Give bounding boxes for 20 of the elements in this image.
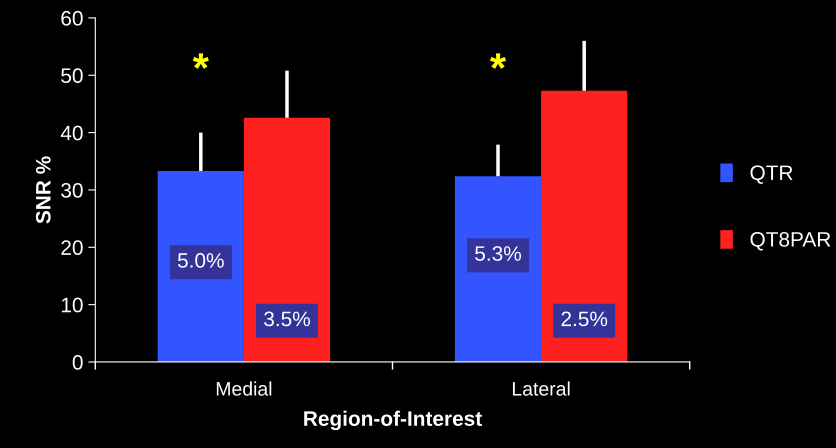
y-tick-label: 30 bbox=[61, 182, 83, 198]
legend-label: QTR bbox=[750, 165, 793, 184]
annotation: * bbox=[192, 53, 209, 69]
annotation: 5.3% bbox=[475, 246, 522, 261]
legend-label: QT8PAR bbox=[750, 232, 830, 250]
annotation: 5.0% bbox=[178, 253, 224, 268]
annotation: 3.5% bbox=[264, 312, 310, 326]
y-tick-label: 20 bbox=[61, 240, 83, 256]
annotation: * bbox=[490, 53, 506, 69]
x-tick-label: Lateral bbox=[512, 381, 570, 396]
y-tick-label: 60 bbox=[61, 10, 83, 26]
y-tick-label: 0 bbox=[72, 354, 83, 370]
bar bbox=[541, 90, 628, 362]
x-axis-title: Region-of-Interest bbox=[304, 410, 482, 430]
y-tick-label: 50 bbox=[61, 68, 83, 84]
x-tick-label: Medial bbox=[216, 381, 272, 396]
y-axis-title: SNR % bbox=[36, 156, 51, 224]
y-tick-label: 10 bbox=[62, 298, 83, 312]
y-tick-label: 40 bbox=[60, 126, 83, 140]
annotation: 2.5% bbox=[562, 312, 608, 326]
